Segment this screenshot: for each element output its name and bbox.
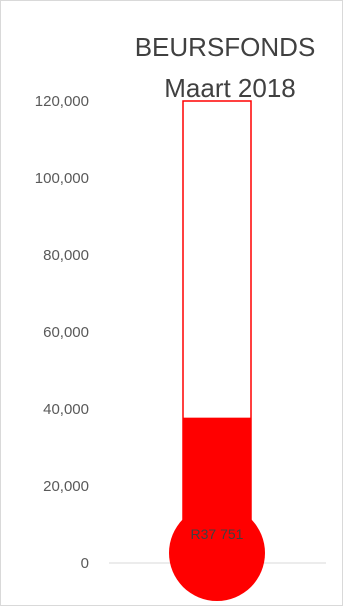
y-tick-label: 60,000 — [43, 324, 89, 341]
y-tick-label: 40,000 — [43, 401, 89, 418]
chart-title: BEURSFONDS — [135, 32, 316, 62]
y-tick-label: 120,000 — [35, 93, 89, 110]
y-tick-label: 0 — [81, 555, 89, 572]
value-label: R37 751 — [191, 526, 244, 542]
thermometer-bulb — [169, 505, 265, 601]
y-axis: 0 20,000 40,000 60,000 80,000 100,000 120,000 — [35, 93, 89, 572]
y-tick-label: 20,000 — [43, 478, 89, 495]
chart-subtitle: Maart 2018 — [164, 73, 296, 103]
y-tick-label: 80,000 — [43, 247, 89, 264]
y-tick-label: 100,000 — [35, 170, 89, 187]
